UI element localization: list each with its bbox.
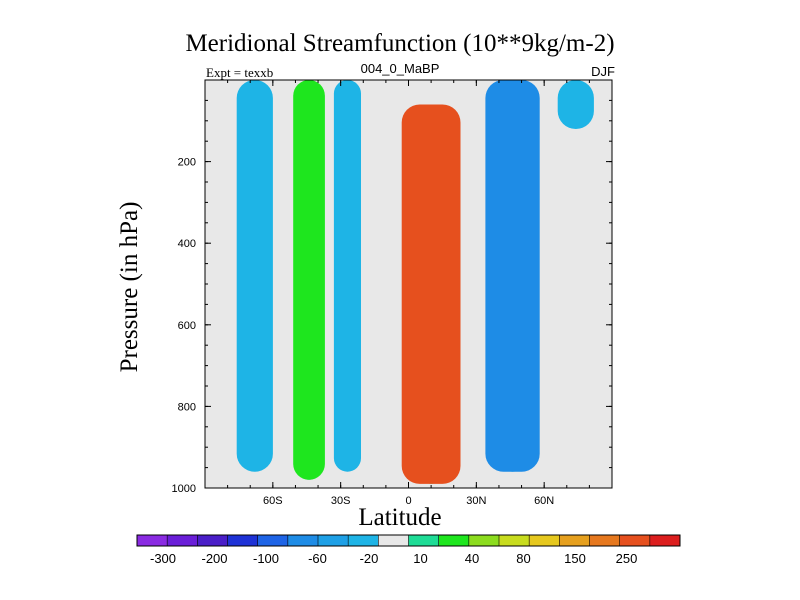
colorbar-label: -300 xyxy=(150,551,176,566)
x-tick-label: 30N xyxy=(466,495,486,507)
colorbar-swatch xyxy=(227,535,258,546)
x-axis-label: Latitude xyxy=(358,504,442,531)
y-tick-label: 1000 xyxy=(172,483,196,495)
experiment-label: Expt = texxb xyxy=(206,65,274,80)
time-label: 004_0_MaBP xyxy=(360,61,440,76)
colorbar-swatch xyxy=(559,535,590,546)
contour-level-2-0 xyxy=(236,80,273,472)
colorbar-swatch xyxy=(438,535,470,546)
colorbar-swatch xyxy=(287,535,319,546)
chart-title: Meridional Streamfunction (10**9kg/m-2) xyxy=(185,30,615,57)
x-tick-label: 30S xyxy=(331,495,351,507)
x-tick-label: 60N xyxy=(534,495,554,507)
y-tick-label: 600 xyxy=(178,320,196,332)
colorbar-label: -60 xyxy=(308,551,327,566)
colorbar-swatch xyxy=(137,535,168,546)
colorbar-label: -20 xyxy=(360,551,379,566)
colorbar-label: 80 xyxy=(516,551,530,566)
colorbar-label: 150 xyxy=(564,551,586,566)
colorbar-swatch xyxy=(378,535,409,546)
colorbar-label: -200 xyxy=(201,551,227,566)
colorbar-swatch xyxy=(257,535,289,546)
colorbar-swatch xyxy=(589,535,620,546)
y-tick-label: 800 xyxy=(178,401,196,413)
colorbar-swatch xyxy=(167,535,198,546)
colorbar-swatch xyxy=(197,535,228,546)
contour-level-3-0 xyxy=(333,80,361,472)
colorbar-swatch xyxy=(499,535,530,546)
colorbar-label: -100 xyxy=(253,551,279,566)
colorbar: -300 -200 -100 -60 -20 10 40 80 150 250 xyxy=(136,534,681,566)
contour-level-1-1 xyxy=(293,80,325,480)
contour-cells xyxy=(236,80,594,484)
colorbar-label: 250 xyxy=(616,551,638,566)
axis-ticks: 60S 30S 0 30N 60N 200 400 600 800 1000 xyxy=(172,79,613,507)
colorbar-swatch xyxy=(318,535,349,546)
colorbar-swatch xyxy=(408,535,439,546)
colorbar-swatch xyxy=(619,535,651,546)
season-label: DJF xyxy=(591,64,615,79)
x-tick-label: 60S xyxy=(263,495,283,507)
x-tick-label: 0 xyxy=(405,495,411,507)
colorbar-label: 40 xyxy=(465,551,479,566)
colorbar-swatch xyxy=(649,535,681,546)
y-tick-label: 400 xyxy=(178,238,196,250)
contour-level-4-2 xyxy=(485,80,540,472)
y-tick-label: 200 xyxy=(178,157,196,169)
colorbar-swatch xyxy=(348,535,379,546)
contour-level-0-7 xyxy=(401,104,461,484)
colorbar-label: 10 xyxy=(413,551,427,566)
colorbar-swatch xyxy=(468,535,500,546)
contour-level-5-0 xyxy=(557,80,594,129)
colorbar-swatch xyxy=(529,535,560,546)
